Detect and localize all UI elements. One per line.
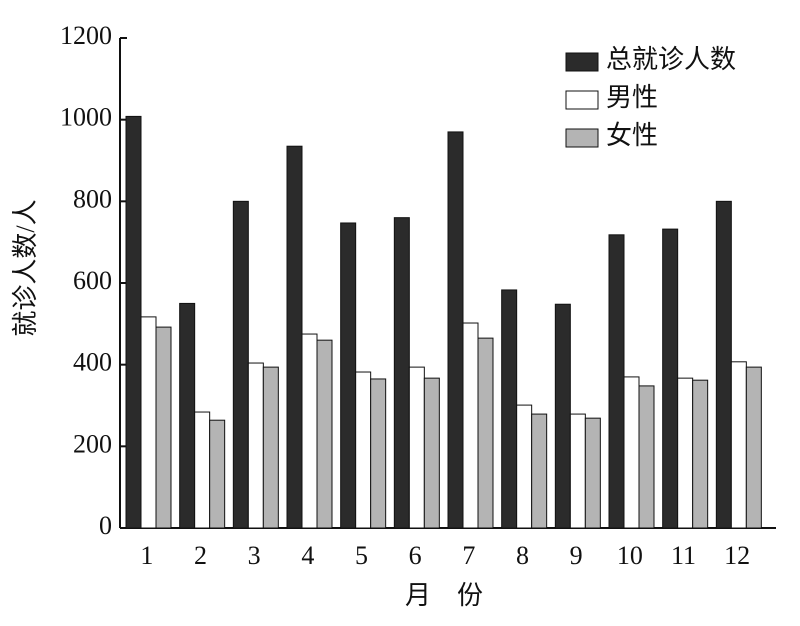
bar: [355, 371, 372, 529]
bar: [584, 417, 601, 529]
bar: [447, 131, 464, 529]
bar: [730, 361, 747, 529]
x-tick-label: 10: [617, 541, 643, 570]
bar: [677, 377, 694, 529]
y-tick-label: 1000: [60, 103, 112, 132]
bar: [393, 217, 410, 529]
x-axis-label: 月 份: [405, 581, 483, 610]
x-tick-label: 12: [724, 541, 750, 570]
bar: [232, 200, 249, 529]
y-tick-label: 200: [73, 429, 112, 458]
bar: [745, 366, 762, 529]
bar: [194, 411, 211, 529]
bar: [692, 379, 709, 529]
y-tick-label: 0: [99, 511, 112, 540]
x-tick-label: 8: [516, 541, 529, 570]
x-tick-label: 1: [140, 541, 153, 570]
bar: [423, 377, 440, 529]
bar: [301, 333, 318, 529]
bar: [408, 366, 425, 529]
x-tick-label: 9: [570, 541, 583, 570]
legend-swatch: [565, 52, 599, 72]
bar: [623, 376, 640, 529]
x-tick-label: 6: [409, 541, 422, 570]
bar: [209, 419, 226, 529]
y-tick-label: 600: [73, 266, 112, 295]
bar: [501, 289, 518, 529]
x-tick-label: 5: [355, 541, 368, 570]
legend-label: 总就诊人数: [606, 45, 736, 74]
x-tick-label: 3: [248, 541, 261, 570]
legend-swatch: [565, 90, 599, 110]
x-tick-label: 7: [462, 541, 475, 570]
x-tick-label: 11: [671, 541, 696, 570]
bar: [638, 385, 655, 529]
x-tick-label: 2: [194, 541, 207, 570]
bar: [608, 234, 625, 529]
bar: [316, 339, 333, 529]
bar: [462, 322, 479, 529]
bar: [286, 145, 303, 529]
bar: [247, 362, 264, 529]
y-tick-label: 800: [73, 184, 112, 213]
bar: [155, 326, 172, 529]
bar: [516, 404, 533, 529]
bar: [662, 228, 679, 529]
y-tick-label: 400: [73, 348, 112, 377]
x-tick-label: 4: [301, 541, 314, 570]
bar: [715, 200, 732, 529]
bar: [370, 378, 387, 529]
bar: [140, 316, 157, 529]
bar: [569, 413, 586, 529]
bar: [554, 303, 571, 529]
y-tick-label: 1200: [60, 21, 112, 50]
bar: [125, 115, 142, 529]
y-axis-label: 就诊人数/人: [11, 199, 40, 336]
bar: [531, 413, 548, 529]
bar: [340, 222, 357, 529]
legend-label: 男性: [606, 83, 658, 112]
bar: [262, 366, 279, 529]
legend-label: 女性: [606, 121, 658, 150]
bar: [179, 302, 196, 529]
bar: [477, 337, 494, 529]
legend-swatch: [565, 128, 599, 148]
